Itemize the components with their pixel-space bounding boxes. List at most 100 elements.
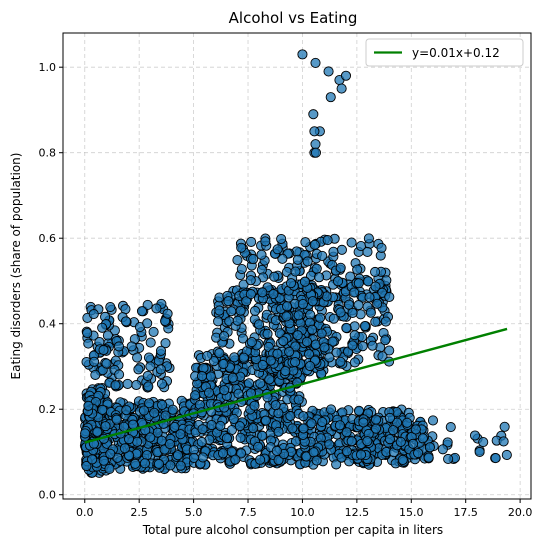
data-point: [336, 244, 347, 255]
data-point: [388, 425, 399, 436]
data-point: [202, 350, 213, 362]
data-point: [370, 423, 382, 434]
x-tick-label: 7.5: [239, 506, 257, 519]
data-point: [235, 432, 246, 443]
data-point: [248, 423, 259, 434]
data-point: [105, 301, 116, 313]
data-point: [384, 434, 395, 445]
data-point: [310, 57, 321, 68]
data-point: [149, 407, 160, 418]
data-point: [257, 287, 268, 298]
data-point: [100, 421, 111, 432]
data-point: [203, 387, 215, 398]
data-point: [213, 316, 224, 327]
data-point: [97, 322, 108, 333]
data-point: [324, 439, 335, 450]
data-point: [104, 463, 115, 474]
data-point: [413, 448, 424, 459]
x-axis-ticks: 0.0 2.5 5.0 7.5 10.0 12.5 15.0 17.5 20.0: [76, 499, 532, 519]
data-point: [214, 305, 225, 316]
data-point: [343, 299, 355, 310]
data-point: [162, 308, 173, 319]
data-point: [144, 398, 155, 409]
legend-entry: y=0.01x+0.12: [412, 46, 500, 60]
y-tick-label: 0.8: [39, 147, 57, 160]
data-point: [315, 312, 326, 323]
data-point: [190, 390, 201, 401]
data-point: [167, 404, 178, 415]
data-point: [217, 448, 229, 459]
data-point: [402, 417, 413, 428]
data-point: [145, 432, 156, 443]
data-point: [384, 291, 395, 302]
data-point: [349, 321, 360, 332]
data-point: [215, 420, 226, 431]
data-point: [121, 405, 132, 416]
data-point: [353, 300, 364, 311]
data-point: [335, 307, 346, 318]
data-point: [110, 380, 121, 391]
data-point: [172, 450, 184, 461]
data-point: [367, 340, 378, 351]
data-point: [377, 351, 388, 362]
data-point: [357, 341, 368, 352]
data-point: [284, 346, 295, 357]
data-point: [113, 341, 124, 352]
data-point: [298, 411, 309, 422]
data-point: [198, 363, 209, 374]
data-point: [234, 421, 245, 432]
data-point: [347, 340, 358, 351]
data-point: [340, 70, 352, 81]
data-point: [498, 436, 509, 447]
data-point: [445, 422, 456, 433]
data-point: [442, 437, 453, 448]
data-point: [238, 352, 249, 363]
data-point: [292, 254, 303, 265]
data-point: [287, 423, 298, 434]
data-point: [81, 460, 92, 472]
data-point: [474, 446, 485, 458]
data-point: [443, 453, 454, 465]
data-point: [235, 305, 246, 316]
data-point: [276, 233, 287, 245]
data-point: [196, 371, 208, 382]
data-point: [175, 460, 186, 471]
scatter-points: [79, 49, 512, 478]
data-point: [236, 263, 247, 275]
regression-line: [84, 327, 508, 444]
data-point: [206, 419, 217, 431]
data-point: [114, 369, 125, 380]
data-point: [221, 433, 232, 444]
data-point: [349, 357, 360, 368]
data-point: [323, 66, 334, 77]
data-point: [380, 316, 391, 327]
data-point: [256, 249, 267, 260]
data-point: [143, 381, 154, 392]
data-point: [232, 315, 243, 326]
data-point: [300, 237, 311, 248]
data-point: [370, 266, 381, 278]
x-tick-label: 2.5: [130, 506, 148, 519]
data-point: [302, 256, 313, 267]
data-point: [262, 328, 273, 339]
data-point: [424, 442, 435, 453]
data-point: [89, 356, 100, 367]
data-point: [384, 412, 395, 423]
data-point: [362, 246, 373, 258]
data-point: [334, 420, 345, 431]
data-point: [417, 433, 428, 444]
data-point: [243, 378, 255, 389]
data-point: [148, 326, 159, 337]
data-point: [290, 357, 301, 368]
data-point: [245, 289, 256, 300]
data-point: [293, 394, 304, 405]
data-point: [328, 313, 339, 324]
data-point: [314, 272, 325, 283]
data-point: [362, 436, 373, 447]
data-point: [303, 349, 315, 360]
data-point: [272, 244, 283, 255]
data-point: [501, 449, 512, 461]
data-point: [336, 83, 347, 94]
x-axis-label: Total pure alcohol consumption per capit…: [142, 523, 443, 537]
data-point: [290, 266, 301, 277]
